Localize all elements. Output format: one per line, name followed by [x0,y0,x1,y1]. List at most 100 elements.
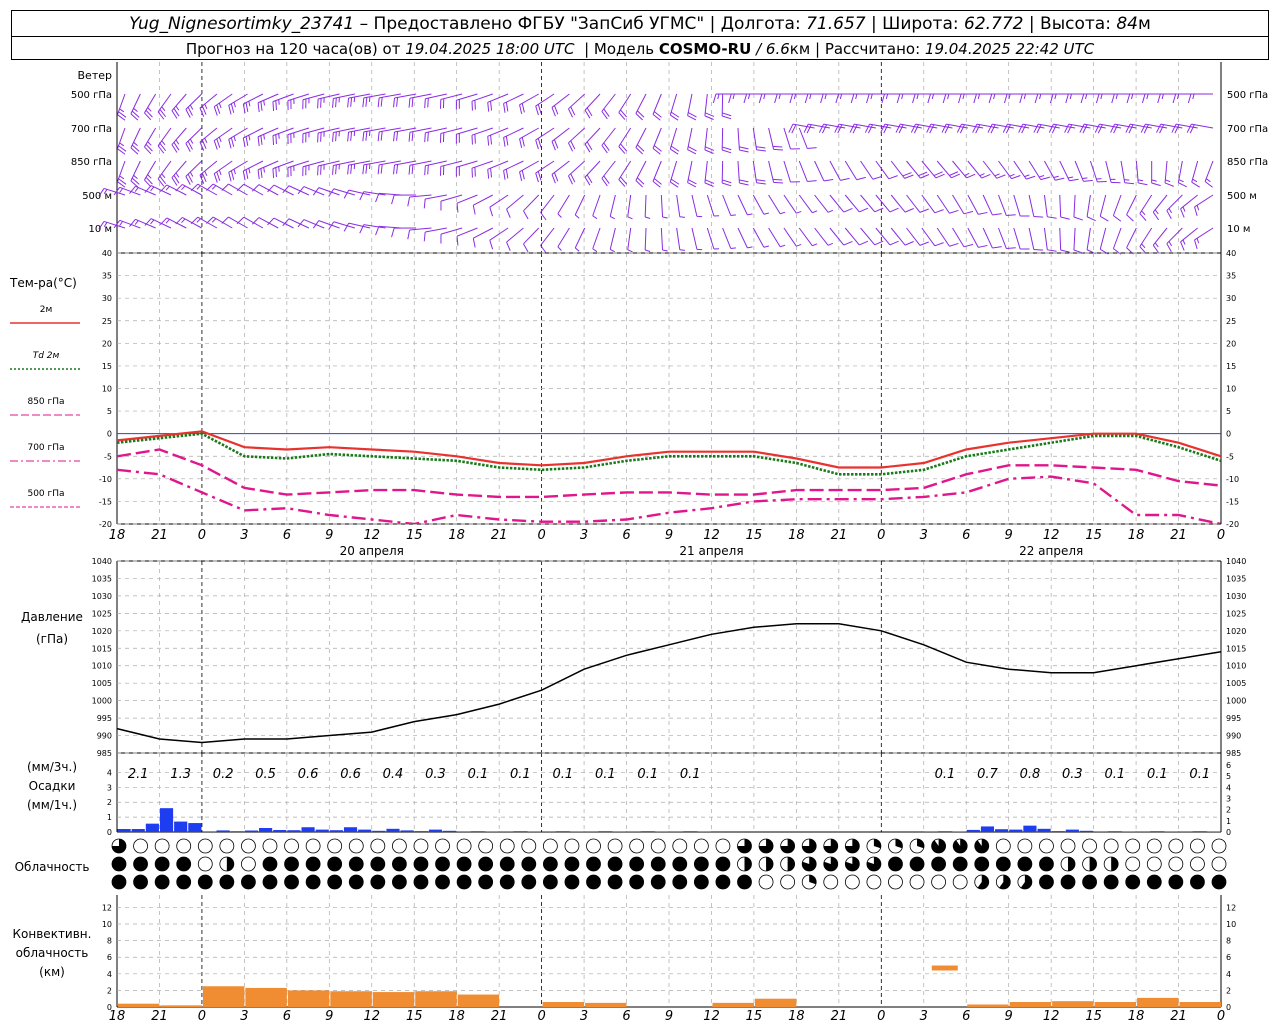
precip-bar [938,831,952,832]
wind-feather [1189,124,1195,134]
wind-barb [302,127,325,135]
wind-barb [691,194,698,217]
wind-feather [809,93,812,100]
hour-tick: 6 [962,528,970,543]
wind-feather [635,147,643,155]
wind-feather [635,113,643,121]
wind-feather [774,93,778,104]
wind-feather [251,217,260,225]
wind-barb [1013,227,1021,250]
wind-feather [670,181,679,188]
wind-barb [998,160,1012,179]
wind-feather [117,114,126,121]
wind-barb [1164,160,1168,183]
wind-barb [130,160,141,182]
wind-feather [1023,93,1027,100]
wind-feather [221,183,229,191]
wind-feather [889,240,899,246]
wind-feather [144,218,152,226]
wind-feather [941,123,947,133]
temp-tick: -5 [104,452,112,461]
wind-feather [872,175,882,180]
wind-barb [157,160,172,180]
cloud-high-fill [737,839,752,853]
cloud-low [888,874,903,890]
wind-feather [423,199,426,209]
wind-feather [574,214,580,219]
wind-barb [921,194,936,214]
conv-tick-right: 12 [1226,903,1236,912]
cloud-mid-fill [457,857,472,871]
hour-tick: 3 [580,1009,588,1024]
wind-barb [1177,160,1183,183]
wind-feather [687,112,697,118]
wind-title: Ветер [78,69,112,82]
wind-barb [829,160,841,181]
wind-feather [934,209,944,214]
wind-barb [103,187,126,196]
wind-feather [245,136,249,146]
wind-feather [717,93,720,100]
precip-bar [216,830,230,832]
wind-feather [835,93,840,104]
cloud-high [413,838,429,854]
cloud-mid-fill [672,857,687,871]
pressure-tick-right: 1010 [1226,662,1246,671]
wind-barb [473,227,494,239]
conv-bar [457,994,500,1007]
conv-tick-right: 8 [1226,937,1231,946]
wind-barb [425,93,447,100]
wind-barb [456,227,478,237]
wind-barb [519,127,539,140]
wind-barb [592,227,601,249]
wind-feather [551,107,556,117]
cloud-low-fill [198,875,213,889]
wind-feather [1125,123,1131,133]
wind-feather [350,131,353,141]
cloud-high [1190,838,1205,854]
wind-feather [772,145,783,148]
wind-feather [827,209,834,213]
cloud-low-fill [1061,875,1076,889]
wind-barb [967,194,979,215]
cloud-high [133,838,148,854]
temp-legend-label: 850 гПа [27,397,64,407]
cloud-high [650,838,666,854]
precip-bar [358,829,372,832]
wind-barb [119,219,141,229]
wind-feather [1038,175,1045,178]
precip-bar [117,829,131,832]
wind-feather [119,175,125,180]
hour-tick: 15 [406,528,423,543]
wind-feather [133,141,138,147]
wind-barb [814,160,825,182]
wind-barb [618,160,632,180]
temp-tick: -15 [99,497,112,506]
wind-feather [393,164,396,175]
wind-feather [490,101,493,111]
wind-feather [218,102,222,109]
conv-tick: 6 [107,953,112,962]
wind-feather [627,249,633,253]
wind-feather [978,244,988,248]
wind-feather [704,115,714,120]
wind-feather [812,210,818,214]
wind-feather [1205,178,1211,183]
wind-feather [175,172,180,178]
wind-barb [906,194,921,213]
cloud-high [1168,838,1184,854]
wind-barb [489,194,509,208]
wind-barb [687,160,693,183]
cloud-cover-panel [111,838,1227,890]
wind-feather [812,243,818,247]
wind-feather [919,241,929,246]
wind-feather [910,123,916,133]
wind-barb [348,127,371,133]
wind-level-label-right: 700 гПа [1227,124,1268,135]
wind-feather [1005,124,1011,134]
wind-barb [348,189,371,196]
wind-barb [103,220,126,229]
wind-barb [535,127,555,141]
wind-barb [1028,194,1035,217]
wind-feather [407,229,411,240]
